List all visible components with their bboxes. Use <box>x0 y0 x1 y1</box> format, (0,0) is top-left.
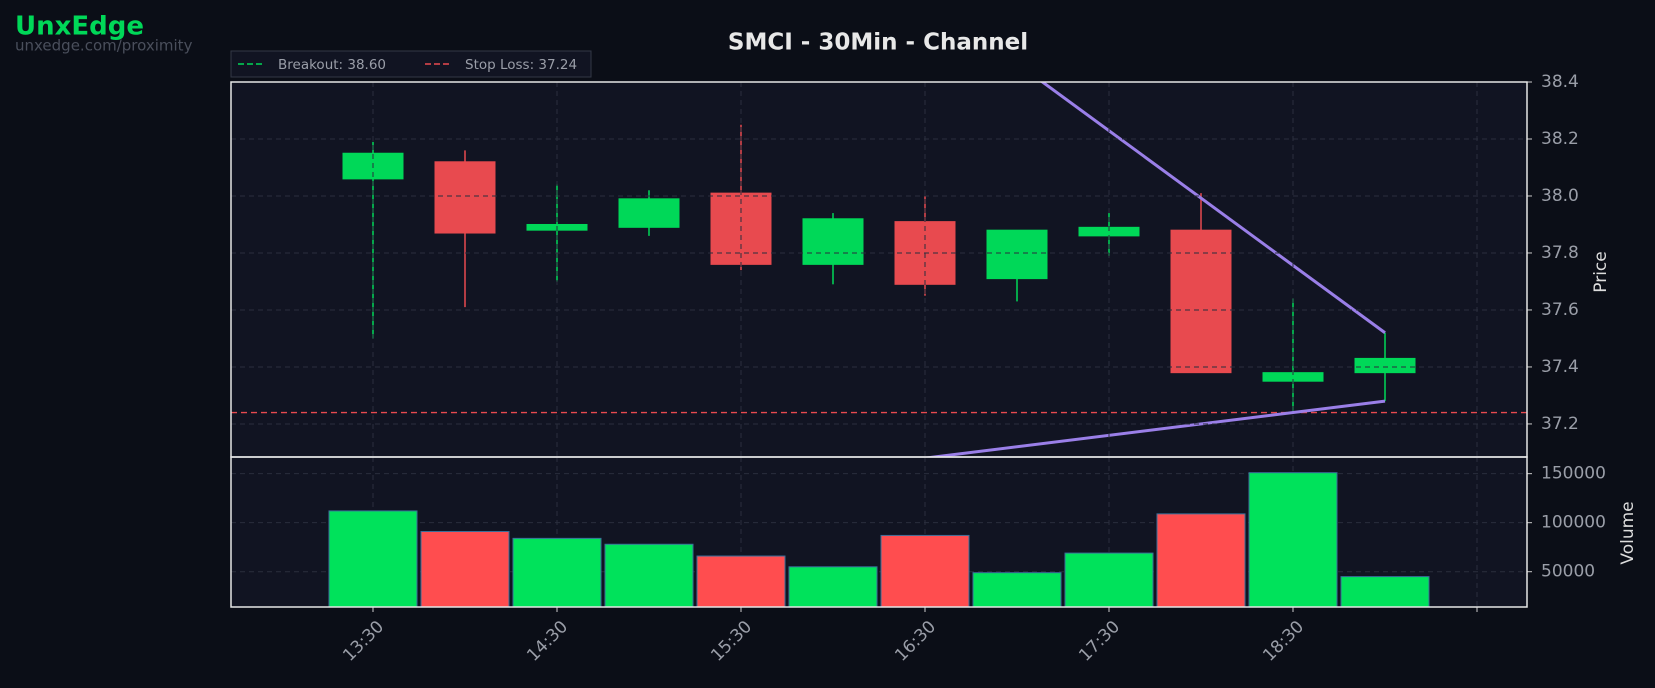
volume-bar <box>1248 472 1338 608</box>
volume-bar <box>512 537 602 608</box>
candle-body <box>802 218 864 265</box>
chart-title: SMCI - 30Min - Channel <box>728 30 1028 56</box>
volume-bar <box>420 531 510 608</box>
y2-tick-label: 50000 <box>1541 562 1595 582</box>
legend <box>230 50 592 78</box>
volume-bar <box>1064 552 1154 608</box>
brand-url: unxedge.com/proximity <box>15 37 193 55</box>
channel-line <box>922 399 1386 457</box>
legend-label: Stop Loss: 37.24 <box>465 57 577 73</box>
channel-line <box>1039 82 1386 334</box>
volume-bar <box>880 534 970 608</box>
volume-bar <box>696 555 786 608</box>
volume-bar <box>328 510 418 608</box>
volume-bar <box>1340 576 1430 608</box>
volume-bar <box>788 566 878 608</box>
y-tick-label: 37.6 <box>1541 300 1579 320</box>
price-panel <box>231 82 1527 457</box>
volume-bar <box>604 543 694 608</box>
brand-name: UnxEdge <box>15 12 144 42</box>
y-tick-label: 38.4 <box>1541 72 1579 92</box>
volume-frame <box>230 456 1528 608</box>
y2-axis-label: Volume <box>1618 501 1638 564</box>
candle-body <box>1354 357 1416 374</box>
volume-bar <box>1156 513 1246 608</box>
y2-tick-label: 150000 <box>1541 464 1606 484</box>
y-tick-label: 37.2 <box>1541 414 1579 434</box>
y-tick-label: 38.0 <box>1541 186 1579 206</box>
legend-label: Breakout: 38.60 <box>278 57 386 73</box>
volume-bar <box>972 572 1062 608</box>
y2-tick-label: 100000 <box>1541 513 1606 533</box>
y-tick-label: 37.8 <box>1541 243 1579 263</box>
y-tick-label: 37.4 <box>1541 357 1579 377</box>
y-tick-label: 38.2 <box>1541 129 1579 149</box>
candle-body <box>618 198 680 228</box>
candle-body <box>434 161 496 234</box>
candle-body <box>986 229 1048 280</box>
candle-body <box>1170 229 1232 374</box>
y-axis-label: Price <box>1591 251 1611 292</box>
